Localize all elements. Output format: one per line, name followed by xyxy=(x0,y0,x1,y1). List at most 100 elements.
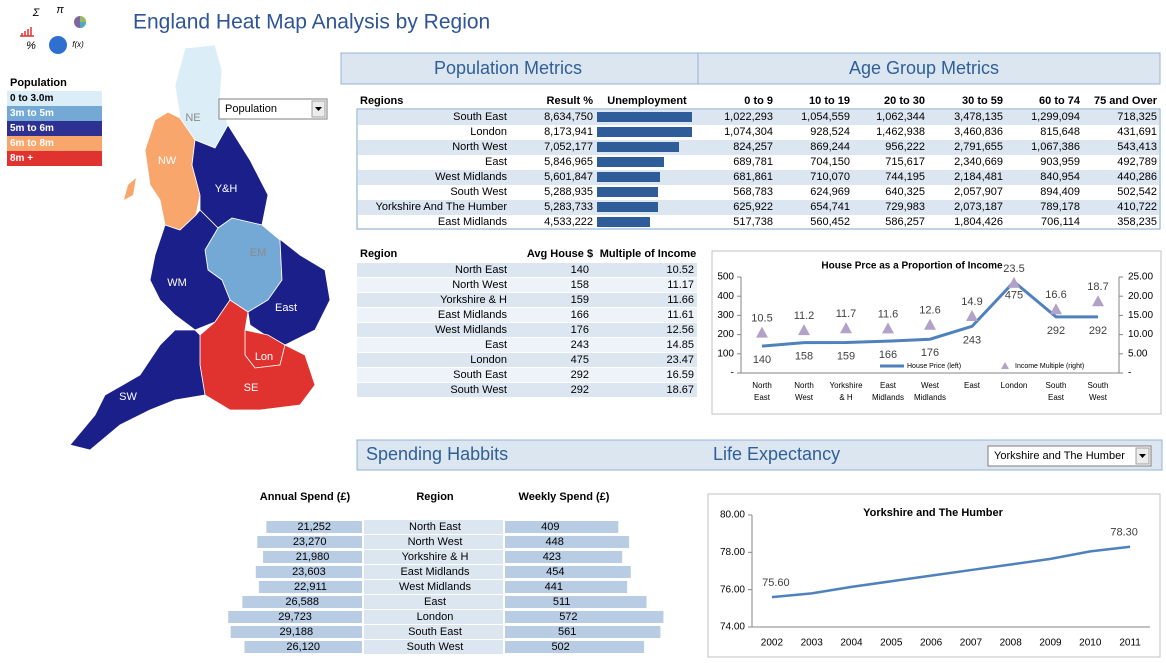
table-cell: 1,022,293 xyxy=(724,111,773,123)
row-bg xyxy=(357,338,697,352)
section-title: Life Expectancy xyxy=(713,444,840,464)
y-tick-label: 300 xyxy=(717,310,734,321)
map-region-label: WM xyxy=(167,277,187,289)
bar-label: 29,723 xyxy=(278,611,312,623)
y2-tick-label: 25.00 xyxy=(1128,272,1153,283)
table-cell: London xyxy=(470,126,507,138)
bar-label: 511 xyxy=(553,596,571,608)
table-cell: 243 xyxy=(571,339,589,351)
table-cell: 14.85 xyxy=(666,339,694,351)
weekly-bar xyxy=(505,566,631,578)
data-label: 292 xyxy=(1089,325,1107,337)
region-cell xyxy=(364,610,503,624)
logo-pie-slice xyxy=(80,16,86,22)
data-label: 158 xyxy=(795,351,813,363)
y-tick-label: 500 xyxy=(717,272,734,283)
y-tick-label: 74.00 xyxy=(720,622,745,633)
table-cell: East xyxy=(485,339,507,351)
dropdown[interactable] xyxy=(218,98,328,120)
region-cell xyxy=(364,625,503,639)
table-cell: South East xyxy=(453,369,507,381)
annual-bar xyxy=(263,551,362,563)
table-cell: East xyxy=(485,156,507,168)
legend-label: 6m to 8m xyxy=(10,138,54,149)
row-bg xyxy=(357,383,697,397)
table-cell: 140 xyxy=(571,264,589,276)
column-header: 60 to 74 xyxy=(1039,95,1081,107)
table-cell: 568,783 xyxy=(733,186,773,198)
y-tick-label: - xyxy=(731,368,734,379)
row-bg xyxy=(358,110,1159,125)
x-tick-label: 2008 xyxy=(1000,638,1023,649)
map-region[interactable] xyxy=(199,299,316,411)
data-label: 78.30 xyxy=(1110,527,1138,539)
table-cell: 1,067,386 xyxy=(1031,141,1080,153)
map-region[interactable] xyxy=(69,329,206,451)
table-cell: 292 xyxy=(571,369,589,381)
legend-label: 5m to 6m xyxy=(10,123,54,134)
data-label: 140 xyxy=(753,354,771,366)
region-cell xyxy=(364,565,503,579)
logo-symbol: f(x) xyxy=(72,40,84,49)
data-point xyxy=(966,309,978,321)
table-cell: North West xyxy=(408,536,463,548)
data-label: 23.5 xyxy=(1003,263,1024,275)
table-cell: 625,922 xyxy=(733,201,773,213)
table-cell: North West xyxy=(452,279,507,291)
chart-title: House Prce as a Proportion of Income xyxy=(821,261,1003,272)
bar-label: 26,120 xyxy=(286,641,320,653)
table-cell: North West xyxy=(452,141,507,153)
header-band xyxy=(340,52,1161,85)
row-bg xyxy=(357,263,697,277)
data-label: 243 xyxy=(963,334,981,346)
table-cell: 1,462,938 xyxy=(876,126,925,138)
dropdown[interactable] xyxy=(987,445,1152,467)
row-bg xyxy=(358,140,1159,155)
y2-tick-label: 20.00 xyxy=(1128,291,1153,302)
table-cell: 18.67 xyxy=(666,384,694,396)
x-tick-label: 2006 xyxy=(920,638,943,649)
y-tick-label: 76.00 xyxy=(720,584,745,595)
x-tick-label: 2004 xyxy=(840,638,863,649)
unemployment-bar xyxy=(597,127,692,137)
column-header: 75 and Over xyxy=(1094,95,1158,107)
table-cell: 689,781 xyxy=(733,156,773,168)
map-region[interactable] xyxy=(149,209,231,331)
bar-label: 448 xyxy=(545,536,563,548)
bar-label: 29,188 xyxy=(279,626,313,638)
table-cell: 789,178 xyxy=(1040,201,1080,213)
data-point xyxy=(1050,303,1062,315)
annual-bar xyxy=(244,641,362,653)
annual-bar xyxy=(228,611,362,623)
row-bg xyxy=(357,293,697,307)
row-bg xyxy=(357,368,697,382)
weekly-bar xyxy=(505,581,628,593)
table-cell: North East xyxy=(409,521,461,533)
table-cell: 12.56 xyxy=(666,324,694,336)
data-label: 11.7 xyxy=(836,308,857,320)
x-tick-label: West Midlands xyxy=(914,381,946,402)
map-region-label: Lon xyxy=(255,351,273,363)
data-label: 176 xyxy=(921,347,939,359)
x-tick-label: North East xyxy=(752,381,772,402)
table-cell: East Midlands xyxy=(438,309,508,321)
table-cell: 706,114 xyxy=(1041,216,1080,228)
table-cell: 3,460,836 xyxy=(954,126,1003,138)
data-point xyxy=(924,318,936,330)
weekly-bar xyxy=(505,641,645,653)
data-label: 16.6 xyxy=(1045,289,1066,301)
legend-label: Income Multiple (right) xyxy=(1015,363,1084,370)
region-cell xyxy=(364,595,503,609)
table-cell: 824,257 xyxy=(733,141,773,153)
legend-swatch xyxy=(7,136,102,151)
region-cell xyxy=(364,520,503,534)
x-tick-label: 2007 xyxy=(960,638,983,649)
table-cell: 517,738 xyxy=(733,216,773,228)
table-cell: 492,789 xyxy=(1117,156,1157,168)
weekly-bar xyxy=(505,536,630,548)
data-point xyxy=(1008,276,1020,288)
legend-swatch xyxy=(7,91,102,106)
x-tick-label: London xyxy=(1001,381,1028,390)
weekly-bar xyxy=(505,521,619,533)
